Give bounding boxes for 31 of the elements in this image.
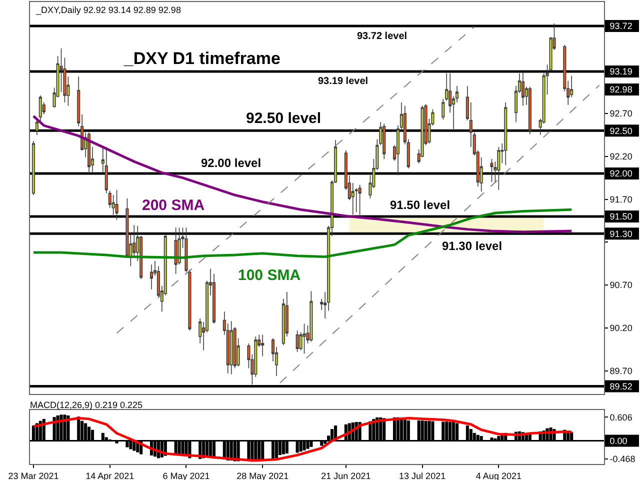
ref-line-label: 93.19 level <box>318 76 368 87</box>
ref-line-label: 92.50 level <box>246 110 322 127</box>
y-tick-label: 92.20 <box>610 152 632 162</box>
chart-title: MACD(12,26,9) 0.219 0.225 <box>30 400 143 410</box>
y-tick-label: 89.52 <box>610 381 632 392</box>
y-tick-label: 92.50 <box>610 126 632 136</box>
y-tick-label: 92.00 <box>610 168 632 179</box>
y-tick-label: 0.00 <box>610 436 628 446</box>
ref-line-label: 92.00 level <box>201 156 262 170</box>
y-tick-label: 91.50 <box>610 212 632 222</box>
ref-line-label: 91.50 level <box>390 198 450 212</box>
y-tick-label: 89.70 <box>610 366 632 376</box>
y-tick-label: -0.468 <box>610 454 636 464</box>
ref-line-label: 91.30 level <box>442 239 502 253</box>
x-tick-label: 21 Jun 2021 <box>321 470 371 480</box>
x-tick-label: 13 Jul 2021 <box>399 470 446 480</box>
ref-line-label: 93.72 level <box>357 31 408 42</box>
y-tick-label: 91.70 <box>610 194 632 204</box>
chart-subtitle: _DXY,Daily 92.92 93.14 92.89 92.98 <box>35 5 181 15</box>
y-tick-label: 91.30 <box>610 228 632 239</box>
y-tick-label: 92.70 <box>610 108 632 119</box>
y-tick-label: 90.20 <box>610 323 632 334</box>
y-tick-label: 93.19 <box>610 66 632 77</box>
series-label: 200 SMA <box>142 197 205 214</box>
y-tick-label: 93.72 <box>610 21 632 32</box>
text: _DXY D1 timeframe <box>122 49 280 68</box>
series-label: 100 SMA <box>238 267 301 284</box>
y-tick-label: 90.70 <box>610 280 632 290</box>
x-tick-label: 23 Mar 2021 <box>8 470 59 480</box>
y-tick-label: 0.606 <box>610 412 632 422</box>
y-tick-label: 92.98 <box>610 84 632 95</box>
